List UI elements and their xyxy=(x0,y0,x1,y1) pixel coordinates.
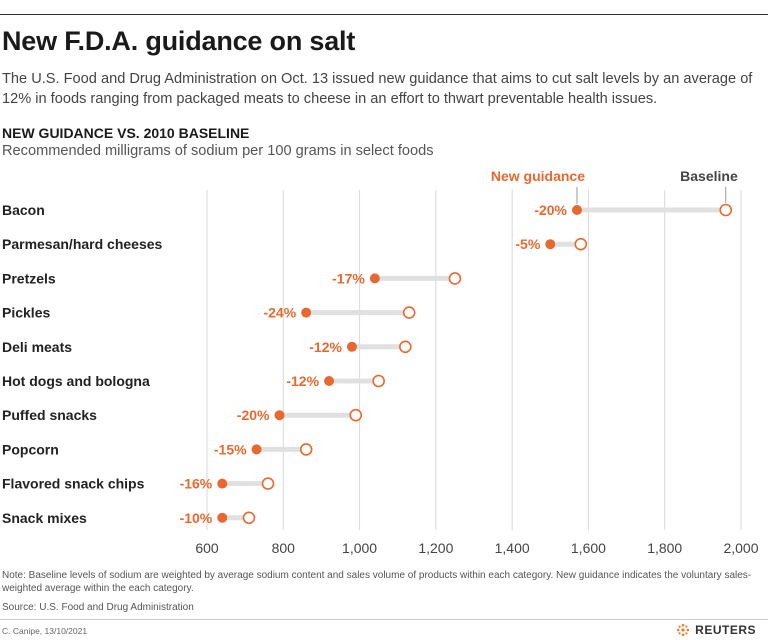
baseline-point xyxy=(261,477,275,490)
change-label: -5% xyxy=(515,236,540,252)
baseline-point xyxy=(399,340,412,354)
category-label: Puffed snacks xyxy=(2,407,97,423)
baseline-point xyxy=(372,374,385,388)
chart-note: Note: Baseline levels of sodium are weig… xyxy=(2,570,752,594)
new-guidance-point xyxy=(301,307,312,318)
change-label: -17% xyxy=(332,270,365,286)
page-title: New F.D.A. guidance on salt xyxy=(2,26,356,56)
x-tick-label: 1,600 xyxy=(571,540,606,556)
change-label: -12% xyxy=(286,373,319,389)
legend-baseline: Baseline xyxy=(680,168,738,184)
reuters-mark-icon xyxy=(677,623,690,637)
brand-text: REUTERS xyxy=(695,623,756,637)
credit-line: C. Canipe, 13/10/2021 xyxy=(2,626,88,636)
intro-text: The U.S. Food and Drug Administration on… xyxy=(2,71,753,107)
dumbbell-chart: 600 800 1,000 1,200 1,400 1,600 1,800 2,000 New … xyxy=(2,168,759,556)
legend-new-guidance: New guidance xyxy=(491,168,585,184)
baseline-point xyxy=(299,443,313,456)
new-guidance-point xyxy=(545,239,556,250)
baseline-point xyxy=(574,237,588,251)
reuters-logo: REUTERS xyxy=(675,621,756,639)
change-label: -10% xyxy=(180,510,213,526)
source-line: Source: U.S. Food and Drug Administratio… xyxy=(2,602,194,613)
new-guidance-point xyxy=(324,376,335,386)
new-guidance-point xyxy=(571,205,582,215)
bottom-rule xyxy=(0,619,768,620)
change-label: -24% xyxy=(263,305,296,321)
chart-subtitle: Recommended milligrams of sodium per 100… xyxy=(2,143,434,159)
chart-title: NEW GUIDANCE VS. 2010 BASELINE xyxy=(2,125,250,141)
x-tick-label: 2,000 xyxy=(723,540,758,556)
category-label: Pretzels xyxy=(2,270,56,286)
x-tick-label: 1,000 xyxy=(342,540,377,556)
category-label: Deli meats xyxy=(2,339,72,355)
x-tick-label: 1,200 xyxy=(418,540,453,556)
category-label: Parmesan/hard cheeses xyxy=(2,236,163,252)
category-label: Pickles xyxy=(2,305,50,321)
baseline-point xyxy=(448,272,462,285)
baseline-point xyxy=(719,203,733,217)
new-guidance-point xyxy=(217,512,228,523)
x-tick-label: 600 xyxy=(195,540,219,556)
x-tick-label: 1,400 xyxy=(495,540,530,556)
x-tick-label: 1,800 xyxy=(647,540,682,556)
baseline-point xyxy=(242,511,256,525)
change-label: -20% xyxy=(237,407,270,423)
change-label: -12% xyxy=(309,339,342,355)
change-label: -16% xyxy=(180,476,213,492)
change-label: -15% xyxy=(214,441,247,457)
new-guidance-point xyxy=(217,478,228,489)
category-label: Snack mixes xyxy=(2,510,87,526)
category-label: Bacon xyxy=(2,202,45,218)
new-guidance-point xyxy=(251,444,262,455)
baseline-point xyxy=(349,408,363,422)
new-guidance-point xyxy=(346,341,357,352)
top-rule xyxy=(0,14,768,15)
new-guidance-point xyxy=(274,410,285,421)
category-label: Hot dogs and bologna xyxy=(2,373,150,389)
category-label: Popcorn xyxy=(2,441,59,457)
new-guidance-point xyxy=(369,273,380,284)
baseline-point xyxy=(402,306,416,319)
x-tick-label: 800 xyxy=(272,540,296,556)
category-label: Flavored snack chips xyxy=(2,476,145,492)
change-label: -20% xyxy=(534,202,567,218)
